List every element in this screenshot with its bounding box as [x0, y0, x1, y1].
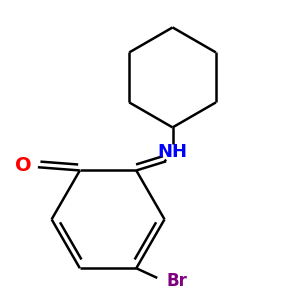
Text: Br: Br — [167, 272, 188, 290]
Text: O: O — [15, 156, 32, 175]
Text: NH: NH — [158, 142, 188, 160]
